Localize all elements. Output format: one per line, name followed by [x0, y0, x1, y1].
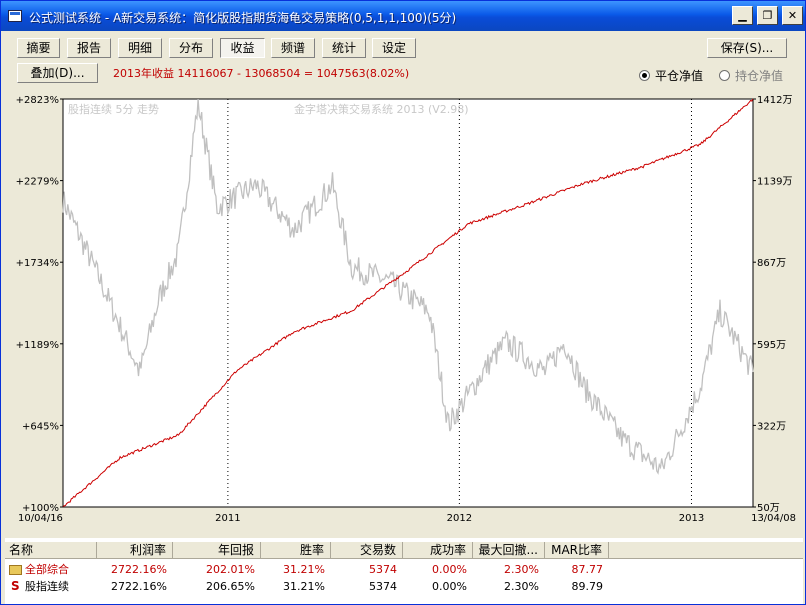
tab-summary[interactable]: 摘要 [17, 38, 60, 58]
radio-close-equity[interactable]: 平仓净值 [639, 67, 703, 84]
column-header[interactable]: 胜率 [261, 542, 331, 559]
x-tick-label: 2013 [679, 513, 704, 524]
row-name: 全部综合 [25, 563, 69, 576]
column-header[interactable]: 名称 [5, 542, 97, 559]
restore-icon: ❐ [762, 9, 773, 22]
y-tick-label-right: 322万 [757, 421, 786, 432]
y-tick-label-left: +2823% [16, 95, 59, 106]
column-header[interactable]: 成功率 [403, 542, 473, 559]
x-tick-label: 2011 [215, 513, 240, 524]
row-name: 股指连续 [25, 580, 69, 593]
row-value: 31.21% [283, 580, 325, 593]
row-value: 2.30% [504, 563, 539, 576]
window-title: 公式测试系统 - A新交易系统：简化版股指期货海龟交易策略(0,5,1,1,10… [29, 11, 457, 25]
table-row-index[interactable]: S 股指连续 2722.16% 206.65% 31.21% 5374 0.00% 2.30%… [5, 579, 803, 594]
results-table: 名称 利润率 年回报 胜率 交易数 成功率 最大回撤... MAR比率 全部综合 2722.16… [5, 538, 803, 604]
title-bar[interactable]: 公式测试系统 - A新交易系统：简化版股指期货海龟交易策略(0,5,1,1,10… [1, 1, 805, 31]
row-value: 206.65% [206, 580, 255, 593]
radio-hold-equity-label: 持仓净值 [735, 69, 784, 83]
tab-report[interactable]: 报告 [67, 38, 111, 58]
chart-watermark-left: 股指连续 5分 走势 [68, 102, 159, 116]
y-tick-label-right: 867万 [757, 258, 786, 269]
row-value: 2722.16% [111, 580, 167, 593]
x-tick-label: 13/04/08 [751, 513, 796, 524]
minimize-icon: ▁ [738, 9, 747, 22]
x-tick-label: 10/04/16 [18, 513, 63, 524]
radio-close-equity-label: 平仓净值 [655, 69, 704, 83]
radio-dot[interactable] [719, 70, 730, 81]
tab-distribution[interactable]: 分布 [169, 38, 213, 58]
column-header[interactable]: 年回报 [173, 542, 261, 559]
restore-button[interactable]: ❐ [757, 6, 778, 25]
y-tick-label-left: +1734% [16, 258, 59, 269]
column-header[interactable]: 利润率 [97, 542, 173, 559]
row-value: 0.00% [432, 580, 467, 593]
row-value: 87.77 [571, 563, 604, 576]
tab-returns[interactable]: 收益 [220, 38, 265, 58]
close-button[interactable]: ✕ [782, 6, 803, 25]
tab-statistics[interactable]: 统计 [322, 38, 366, 58]
save-button[interactable]: 保存(S)... [707, 38, 787, 58]
y-tick-label-right: 1139万 [757, 177, 792, 188]
radio-hold-equity[interactable]: 持仓净值 [719, 67, 783, 84]
column-header[interactable]: 最大回撤... [473, 542, 545, 559]
row-value: 5374 [369, 580, 397, 593]
equity-chart: +2823% +2279% +1734% +1189% +645% +100% 1412万 1… [14, 88, 796, 526]
row-value: 202.01% [206, 563, 255, 576]
y-tick-label-left: +2279% [16, 177, 59, 188]
y-tick-label-right: 595万 [757, 340, 786, 351]
row-value: 5374 [369, 563, 397, 576]
y-tick-label-right: 1412万 [757, 95, 792, 106]
column-header[interactable]: 交易数 [331, 542, 403, 559]
row-value: 0.00% [432, 563, 467, 576]
row-value: 31.21% [283, 563, 325, 576]
app-icon [8, 10, 22, 22]
row-value: 89.79 [571, 580, 604, 593]
equity-series-line [62, 98, 754, 507]
tab-detail[interactable]: 明细 [118, 38, 162, 58]
chart-watermark-center: 金字塔决策交易系统 2013 (V2.98) [294, 102, 469, 116]
radio-dot-selected[interactable] [639, 70, 650, 81]
close-icon: ✕ [787, 9, 798, 22]
minimize-button[interactable]: ▁ [732, 6, 753, 25]
overlay-button[interactable]: 叠加(D)... [17, 63, 98, 83]
y-tick-label-left: +1189% [16, 340, 59, 351]
table-header: 名称 利润率 年回报 胜率 交易数 成功率 最大回撤... MAR比率 [5, 542, 803, 559]
row-value: 2722.16% [111, 563, 167, 576]
profit-summary: 2013年收益 14116067 - 13068504 = 1047563(8.… [113, 67, 410, 80]
x-tick-label: 2012 [447, 513, 472, 524]
y-tick-label-left: +645% [22, 421, 59, 432]
row-value: 2.30% [504, 580, 539, 593]
y-tick-label-left: +100% [22, 503, 59, 514]
tab-settings[interactable]: 设定 [372, 38, 416, 58]
s-icon: S [11, 579, 20, 593]
plot-area [62, 98, 754, 508]
price-series-line [62, 98, 754, 475]
column-header[interactable]: MAR比率 [545, 542, 609, 559]
y-tick-label-right: 50万 [757, 503, 780, 514]
tab-spectrum[interactable]: 频谱 [271, 38, 315, 58]
table-row-all[interactable]: 全部综合 2722.16% 202.01% 31.21% 5374 0.00% 2.30% 8… [5, 562, 803, 577]
folder-icon [9, 565, 22, 575]
